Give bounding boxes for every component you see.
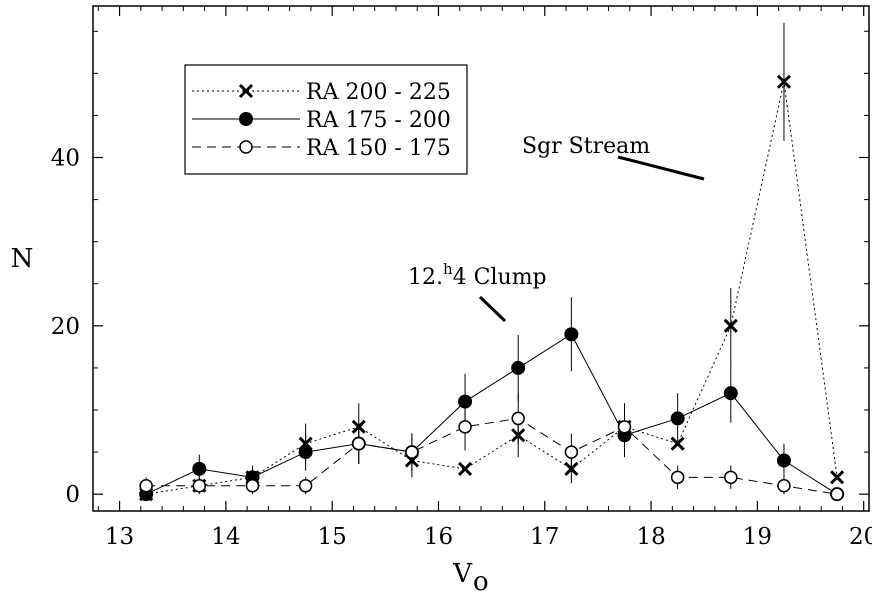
data-point-open-circle (405, 445, 419, 459)
data-point-filled-circle (298, 445, 313, 460)
legend-filled-circle-marker (239, 112, 253, 126)
x-tick-label: 15 (318, 524, 347, 550)
legend-open-circle-marker (239, 140, 253, 154)
x-tick-label: 18 (636, 524, 665, 550)
x-axis-title-subscript: o (473, 567, 489, 593)
annotation-sgr-stream: Sgr Stream (522, 134, 705, 181)
series-layer (139, 22, 845, 502)
x-tick-label: 19 (743, 524, 772, 550)
annotation-sgr-stream-label: Sgr Stream (522, 134, 650, 159)
data-point-filled-circle (564, 327, 579, 342)
series-line (145, 333, 838, 495)
data-point-filled-circle (511, 360, 526, 375)
data-point-open-circle (777, 479, 791, 493)
data-point-filled-circle (670, 411, 685, 426)
legend: RA 200 - 225 RA 175 - 200 RA 150 - 175 (184, 64, 468, 175)
data-point-cross (723, 318, 738, 333)
x-tick-label: 16 (424, 524, 453, 550)
legend-cross-marker (238, 83, 254, 99)
series-open-circle (139, 393, 844, 501)
y-tick-label: 20 (51, 314, 80, 340)
y-axis-title: N (11, 244, 34, 274)
annotation-clump-label: 12.h4 Clump (408, 260, 547, 290)
legend-label-ra-150-175: RA 150 - 175 (306, 136, 451, 161)
data-point-open-circle (511, 411, 525, 426)
annotation-clump-main: 12. (408, 265, 443, 290)
annotation-clump-superscript: h (443, 260, 453, 278)
data-point-filled-circle (776, 453, 791, 468)
data-point-cross (776, 74, 792, 89)
data-point-open-circle (192, 479, 207, 493)
series-filled-circle (139, 297, 845, 502)
data-point-filled-circle (723, 386, 738, 401)
x-tick-label: 17 (530, 524, 559, 550)
annotation-clump-rest: 4 Clump (453, 265, 547, 290)
y-tick-label: 40 (51, 146, 80, 172)
legend-label-ra-200-225: RA 200 - 225 (306, 80, 451, 105)
series-line (146, 81, 838, 495)
data-point-open-circle (458, 420, 472, 434)
annotation-sgr-stream-pointer (617, 155, 705, 181)
x-axis-title: V (452, 559, 473, 589)
annotation-clump: 12.h4 Clump (408, 260, 547, 323)
data-point-open-circle (724, 470, 738, 485)
data-point-open-circle (830, 487, 844, 501)
data-point-open-circle (564, 445, 579, 459)
x-tick-label: 14 (211, 524, 240, 550)
legend-label-ra-175-200: RA 175 - 200 (306, 108, 451, 133)
data-point-open-circle (352, 436, 366, 451)
annotation-clump-pointer (478, 295, 507, 323)
data-point-filled-circle (192, 461, 207, 476)
x-tick-label: 13 (105, 524, 134, 550)
legend-entry-ra-175-200: RA 175 - 200 (192, 108, 451, 133)
data-point-open-circle (670, 470, 685, 485)
data-point-open-circle (298, 479, 313, 493)
legend-entry-ra-200-225: RA 200 - 225 (192, 80, 451, 105)
series-line (146, 417, 838, 495)
x-tick-label: 20 (849, 524, 872, 550)
data-point-filled-circle (458, 394, 473, 409)
data-point-open-circle (245, 479, 260, 493)
axis-tick-labels: 13 14 15 16 17 18 19 20 0 20 40 (51, 146, 872, 551)
data-point-cross (830, 470, 845, 485)
data-point-open-circle (617, 420, 632, 434)
axis-ticks (93, 6, 869, 511)
y-tick-label: 0 (65, 482, 80, 508)
data-point-cross (457, 461, 473, 476)
legend-entry-ra-150-175: RA 150 - 175 (192, 136, 451, 161)
data-point-open-circle (139, 479, 153, 493)
data-point-cross (670, 436, 685, 451)
